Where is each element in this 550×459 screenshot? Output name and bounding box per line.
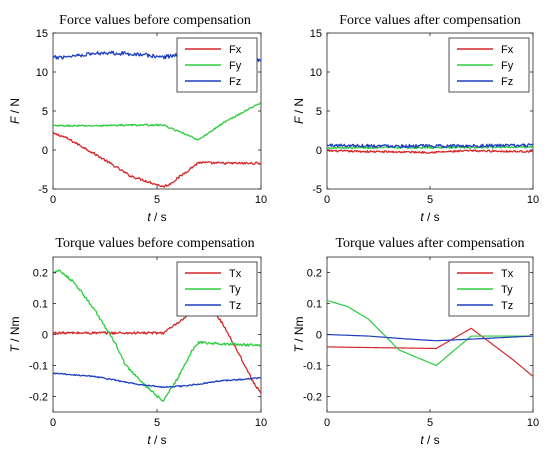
x-tick-label: 5: [154, 194, 160, 206]
x-tick-label: 0: [324, 417, 330, 429]
y-tick-label: 15: [36, 28, 48, 40]
x-axis-label-unit: / s: [151, 210, 167, 224]
x-tick-label: 10: [255, 194, 267, 206]
legend-label-fy: Fy: [501, 60, 514, 72]
legend-label-tz: Tz: [501, 300, 513, 312]
y-tick-label: -5: [38, 184, 48, 196]
series-line-fx: [53, 132, 261, 188]
x-axis-label: t / s: [147, 433, 166, 447]
series-line-fz: [327, 143, 533, 149]
x-axis-label: t / s: [420, 210, 439, 224]
legend-label-fz: Fz: [229, 76, 241, 88]
series-line-fy: [53, 101, 261, 141]
x-axis-label-unit: / s: [424, 433, 440, 447]
legend-label-tz: Tz: [229, 300, 241, 312]
legend-label-tx: Tx: [229, 268, 242, 280]
y-axis-label-symbol: F: [8, 116, 22, 124]
y-tick-label: 5: [42, 106, 48, 118]
x-tick-label: 0: [324, 194, 330, 206]
y-axis-label-unit: / Nm: [292, 316, 306, 345]
y-tick-label: 10: [310, 67, 322, 79]
x-tick-label: 5: [427, 417, 433, 429]
x-axis-label: t / s: [147, 210, 166, 224]
y-tick-label: 15: [310, 28, 322, 40]
y-tick-label: 0: [42, 145, 48, 157]
chart-title: Torque values before compensation: [55, 236, 254, 251]
series-group: [327, 299, 533, 377]
series-line-tx: [53, 301, 261, 394]
series-line-ty: [53, 269, 261, 402]
x-tick-label: 5: [427, 194, 433, 206]
y-tick-label: 0: [316, 145, 322, 157]
chart-force-before: Force values before compensation 0 5 10-50…: [8, 13, 267, 224]
y-axis-label-unit: / N: [8, 98, 22, 117]
chart-force-after: Force values after compensation 0 5 10-505…: [292, 13, 539, 224]
legend-label-fz: Fz: [501, 76, 513, 88]
y-axis-label-symbol: T: [292, 344, 306, 353]
y-tick-label: -0.2: [29, 392, 48, 404]
y-axis-label-symbol: T: [8, 344, 22, 353]
y-axis-label: F / N: [8, 98, 22, 124]
y-tick-label: 0.2: [307, 268, 322, 280]
chart-title: Force values before compensation: [59, 13, 251, 28]
y-tick-label: 0.1: [33, 299, 48, 311]
y-tick-label: -0.1: [29, 361, 48, 373]
y-axis-label: F / N: [292, 98, 306, 124]
chart-torque-before: Torque values before compensation 0 5 10 -0…: [8, 236, 267, 447]
legend: Tx Ty Tz: [448, 261, 530, 317]
legend-label-fy: Fy: [229, 60, 242, 72]
series-line-fx: [327, 149, 533, 154]
legend: Tx Ty Tz: [176, 261, 258, 317]
x-tick-label: 0: [50, 194, 56, 206]
chart-title: Torque values after compensation: [335, 236, 524, 251]
x-tick-label: 10: [527, 194, 539, 206]
y-axis-label-unit: / N: [292, 98, 306, 117]
series-line-tz: [53, 372, 261, 389]
series-line-ty: [327, 299, 533, 367]
y-tick-label: 0: [42, 330, 48, 342]
y-tick-label: 10: [36, 67, 48, 79]
x-tick-label: 5: [154, 417, 160, 429]
series-group: [53, 269, 261, 402]
x-axis-label-unit: / s: [151, 433, 167, 447]
series-group: [327, 143, 533, 154]
legend: Fx Fy Fz: [176, 37, 258, 93]
y-axis-label-symbol: F: [292, 116, 306, 124]
legend-label-ty: Ty: [229, 284, 241, 296]
legend-label-fx: Fx: [501, 44, 514, 56]
legend-label-ty: Ty: [501, 284, 513, 296]
legend: Fx Fy Fz: [448, 37, 530, 93]
y-tick-label: -0.1: [303, 361, 322, 373]
x-axis-label-symbol: t: [420, 433, 424, 447]
x-axis-label-symbol: t: [147, 433, 151, 447]
y-axis-label: T / Nm: [292, 316, 306, 352]
x-axis-label-symbol: t: [420, 210, 424, 224]
y-axis-label-unit: / Nm: [8, 316, 22, 345]
legend-label-tx: Tx: [501, 268, 514, 280]
y-tick-label: 5: [316, 106, 322, 118]
x-axis-label-unit: / s: [424, 210, 440, 224]
y-tick-label: -5: [312, 184, 322, 196]
x-axis-label: t / s: [420, 433, 439, 447]
x-tick-label: 0: [50, 417, 56, 429]
series-line-tx: [327, 327, 533, 377]
x-axis-label-symbol: t: [147, 210, 151, 224]
y-tick-label: 0.1: [307, 299, 322, 311]
x-tick-label: 10: [527, 417, 539, 429]
x-tick-label: 10: [255, 417, 267, 429]
chart-torque-after: Torque values after compensation 0 5 10 -0.…: [292, 236, 539, 447]
y-tick-label: 0.2: [33, 268, 48, 280]
y-tick-label: 0: [316, 330, 322, 342]
y-tick-label: -0.2: [303, 392, 322, 404]
chart-title: Force values after compensation: [339, 13, 521, 28]
series-line-tz: [327, 333, 533, 342]
y-axis-label: T / Nm: [8, 316, 22, 352]
legend-label-fx: Fx: [229, 44, 242, 56]
